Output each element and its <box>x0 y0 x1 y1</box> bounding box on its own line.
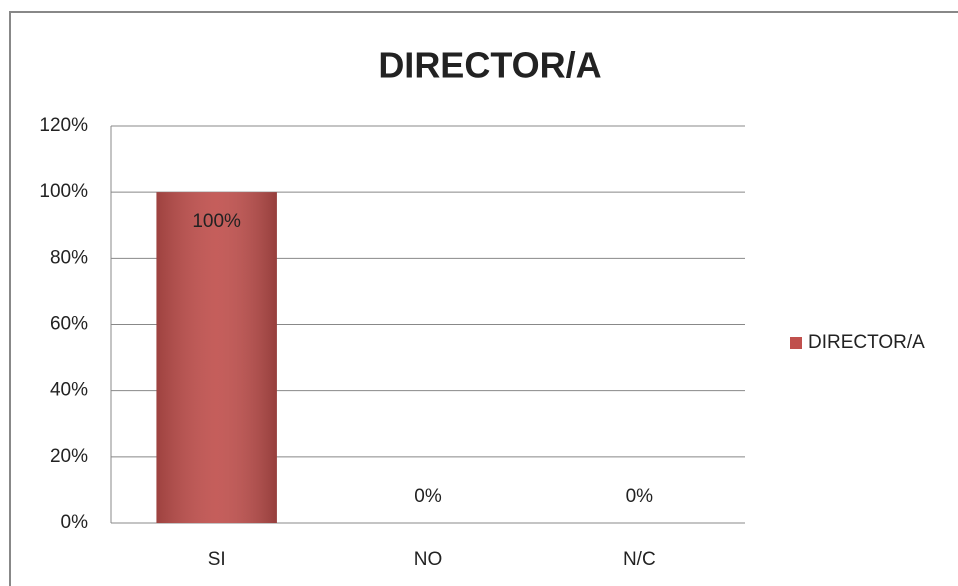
data-label: 100% <box>192 211 241 232</box>
y-tick-label: 20% <box>50 446 88 467</box>
y-tick-label: 40% <box>50 380 88 401</box>
x-tick-label: N/C <box>623 549 656 570</box>
data-label: 0% <box>626 486 654 507</box>
data-label: 0% <box>414 486 442 507</box>
legend-label: DIRECTOR/A <box>808 332 925 353</box>
x-tick-label: NO <box>414 549 443 570</box>
bar-shade <box>156 192 277 523</box>
x-tick-label: SI <box>208 549 226 570</box>
y-tick-label: 80% <box>50 247 88 268</box>
legend-marker <box>790 337 802 349</box>
y-tick-label: 100% <box>39 181 88 202</box>
y-tick-label: 120% <box>39 115 88 136</box>
y-tick-label: 60% <box>50 314 88 335</box>
y-tick-label: 0% <box>61 512 89 533</box>
chart-title: DIRECTOR/A <box>378 45 601 86</box>
chart-frame <box>9 11 958 586</box>
